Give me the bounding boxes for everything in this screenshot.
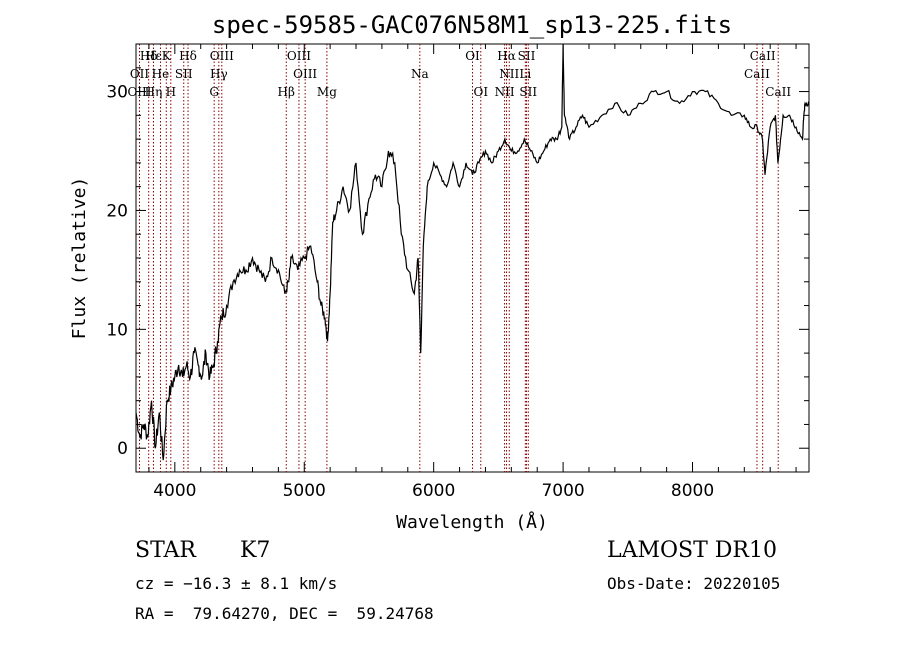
y-tick-label: 0 xyxy=(117,439,128,459)
emission-line-label: Hδ xyxy=(179,49,197,63)
emission-line-label: OIII xyxy=(293,67,317,81)
x-tick-label: 4000 xyxy=(153,481,196,501)
emission-line-label: OI xyxy=(465,49,480,63)
emission-line-label: SII xyxy=(518,49,536,63)
x-axis-label: Wavelength (Å) xyxy=(396,511,548,533)
emission-line-label: OI xyxy=(473,85,488,99)
emission-line-label: OIII xyxy=(287,49,311,63)
spectrum-line xyxy=(135,43,810,461)
redshift-velocity: cz = −16.3 ± 8.1 km/s xyxy=(135,574,338,593)
emission-line-label: Hδ xyxy=(140,49,158,63)
y-tick-label: 30 xyxy=(106,83,128,103)
object-class: STAR xyxy=(135,538,196,563)
emission-line-label: Hγ xyxy=(210,67,228,81)
emission-line-label: SII xyxy=(175,67,193,81)
y-axis-ticks: 0 10 20 30 xyxy=(106,43,809,459)
emission-line-label: H xyxy=(166,85,176,99)
survey-name: LAMOST DR10 xyxy=(607,538,777,563)
emission-line-label: Hα xyxy=(497,49,516,63)
emission-line-label: Na xyxy=(411,67,429,81)
emission-line-label: CaII xyxy=(765,85,791,99)
emission-line-label: CaII xyxy=(744,67,770,81)
x-tick-label: 8000 xyxy=(671,481,714,501)
emission-line-label: Hη xyxy=(145,85,163,99)
emission-line-label: NII xyxy=(495,85,515,99)
x-tick-label: 6000 xyxy=(412,481,455,501)
emission-line-label: Li xyxy=(519,67,531,81)
x-tick-label: 7000 xyxy=(541,481,584,501)
emission-line-label: CaII xyxy=(750,49,776,63)
emission-line-label: OIII xyxy=(210,49,234,63)
y-tick-label: 10 xyxy=(106,320,128,340)
observation-date: Obs-Date: 20220105 xyxy=(607,574,781,593)
emission-line-label: Hε xyxy=(145,49,162,63)
emission-line-label: Mg xyxy=(317,85,337,99)
x-axis-ticks: 4000 5000 6000 7000 8000 xyxy=(148,44,797,501)
emission-line-label: Hβ xyxy=(278,85,295,99)
chart-title: spec-59585-GAC076N58M1_sp13-225.fits xyxy=(212,11,732,39)
y-axis-label: Flux (relative) xyxy=(69,177,90,340)
emission-line-label: He xyxy=(152,67,170,81)
emission-line-label: OII xyxy=(130,67,150,81)
y-tick-label: 20 xyxy=(106,201,128,221)
emission-line-label: NII xyxy=(499,67,519,81)
x-tick-label: 5000 xyxy=(283,481,326,501)
emission-line-label: G xyxy=(209,85,219,99)
emission-line-markers xyxy=(138,44,779,472)
coordinates: RA = 79.64270, DEC = 59.24768 xyxy=(135,604,434,623)
object-subclass: K7 xyxy=(240,538,271,563)
emission-line-label: K xyxy=(162,49,172,63)
emission-line-label: SII xyxy=(519,85,537,99)
